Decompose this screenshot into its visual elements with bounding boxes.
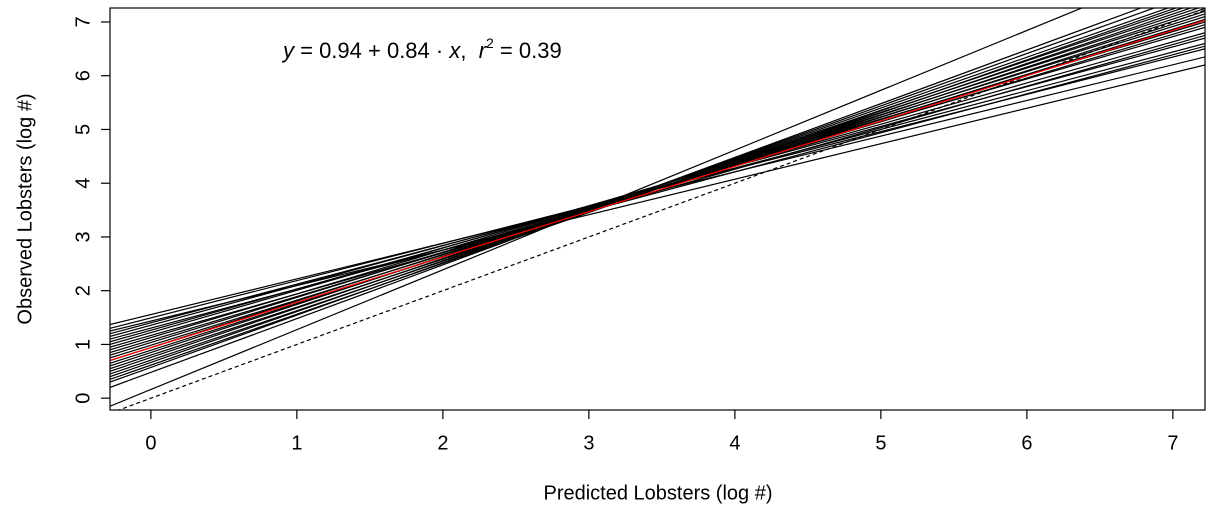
y-tick-label: 2	[72, 285, 94, 296]
y-tick-label: 3	[72, 231, 94, 242]
y-tick-label: 5	[72, 124, 94, 135]
y-tick-label: 6	[72, 70, 94, 81]
series-line	[110, 8, 1178, 380]
annotation-part: ,	[460, 38, 478, 63]
x-tick-label: 0	[145, 432, 156, 454]
x-tick-label: 7	[1167, 432, 1178, 454]
y-tick-label: 1	[72, 339, 94, 350]
series-line	[110, 8, 1143, 388]
series-line	[110, 8, 1084, 407]
annotation-part: y	[281, 38, 296, 63]
x-tick-label: 4	[729, 432, 740, 454]
annotation: y = 0.94 + 0.84 · x, r2 = 0.39	[281, 35, 562, 63]
annotation-part: 2	[486, 35, 494, 51]
annotation-part: r	[479, 38, 488, 63]
annotation-part: x	[448, 38, 461, 63]
x-tick-label: 2	[437, 432, 448, 454]
annotation-part: = 0.94 + 0.84 ·	[294, 38, 449, 63]
y-tick-label: 4	[72, 178, 94, 189]
y-axis-label: Observed Lobsters (log #)	[14, 93, 36, 324]
x-tick-label: 5	[875, 432, 886, 454]
x-axis-label: Predicted Lobsters (log #)	[543, 482, 772, 504]
x-tick-label: 3	[583, 432, 594, 454]
plot-lines	[110, 8, 1205, 410]
series-line	[110, 32, 1205, 343]
plot-box	[109, 7, 1206, 411]
y-tick-label: 7	[72, 16, 94, 27]
x-tick-label: 1	[291, 432, 302, 454]
y-tick-label: 0	[72, 393, 94, 404]
x-tick-label: 6	[1021, 432, 1032, 454]
series-line	[110, 19, 1205, 361]
annotation-part: = 0.39	[494, 38, 562, 63]
series-line	[117, 9, 1205, 410]
